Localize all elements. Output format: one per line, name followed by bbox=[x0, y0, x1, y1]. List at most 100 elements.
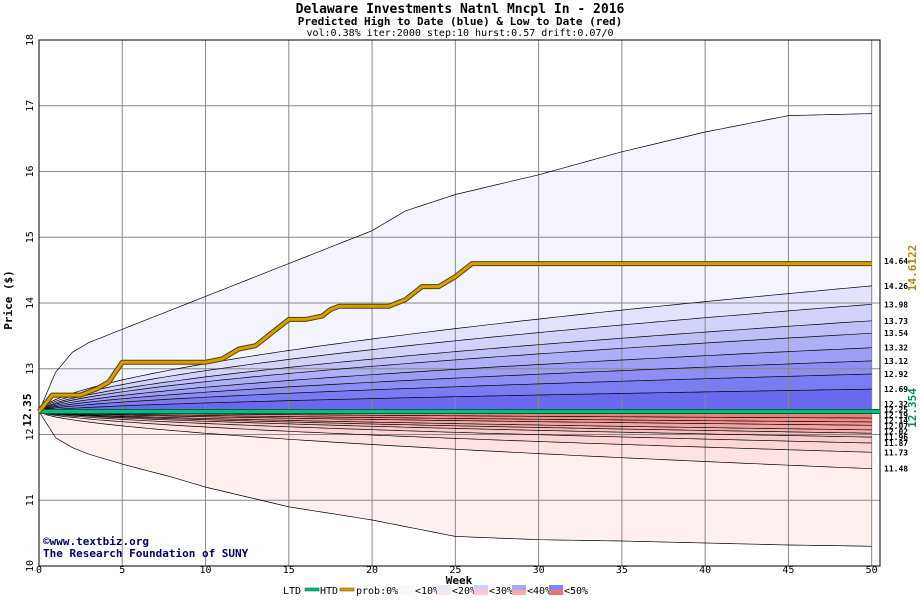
high-band-5 bbox=[39, 347, 872, 412]
low-end-label-2: 11.87 bbox=[884, 439, 908, 448]
low-boundary-2 bbox=[38, 411, 872, 453]
x-tick-label: 25 bbox=[449, 565, 461, 576]
y-tick-label: 14 bbox=[25, 297, 36, 309]
low-end-label-4: 12.02 bbox=[884, 428, 908, 437]
high-end-label-8: 12.69 bbox=[884, 385, 908, 394]
x-tick-label: 35 bbox=[616, 565, 628, 576]
low-end-label-5: 12.07 bbox=[884, 422, 908, 431]
x-tick-label: 50 bbox=[866, 565, 878, 576]
legend-band-label: <30% bbox=[489, 586, 513, 597]
legend-ltd-label: LTD bbox=[283, 586, 301, 597]
low-end-label-6: 12.14 bbox=[884, 417, 908, 426]
high-end-label-2: 13.98 bbox=[884, 300, 908, 309]
legend-band-high-swatch bbox=[400, 585, 414, 590]
y-tick-label: 18 bbox=[25, 34, 36, 46]
low-end-label-8: 12.25 bbox=[884, 406, 908, 415]
high-end-label-4: 13.54 bbox=[884, 329, 908, 338]
high-band-2 bbox=[39, 304, 872, 412]
high-boundary-1 bbox=[38, 285, 872, 412]
credit-line-2: The Research Foundation of SUNY bbox=[43, 547, 249, 560]
legend-band-low-swatch bbox=[437, 590, 451, 595]
y-tick-label: 16 bbox=[25, 165, 36, 177]
low-end-label-7: 12.19 bbox=[884, 411, 908, 420]
high-boundary-8 bbox=[38, 388, 872, 412]
high-end-label-5: 13.32 bbox=[884, 344, 908, 353]
y-tick-label: 17 bbox=[25, 100, 36, 112]
low-end-label-0: 11.48 bbox=[884, 465, 908, 474]
high-boundary-2 bbox=[38, 303, 872, 412]
low-boundary-4 bbox=[38, 411, 872, 438]
legend-band-label: <20% bbox=[452, 586, 476, 597]
htd-line bbox=[37, 262, 872, 413]
low-band-4 bbox=[39, 411, 872, 438]
legend-band-low-swatch bbox=[474, 590, 488, 595]
legend-band-label: <50% bbox=[564, 586, 588, 597]
low-band-5 bbox=[39, 411, 872, 434]
credit-line-1: ©www.textbiz.org bbox=[43, 535, 149, 548]
low-boundary-7 bbox=[38, 411, 872, 426]
low-boundary-3 bbox=[38, 411, 872, 444]
end-labels-layer: 14.64 14.26 13.98 13.73 13.54 13.32 13.12 12.92… bbox=[884, 257, 908, 474]
chart-params: vol:0.38% iter:2000 step:10 hurst:0.57 d… bbox=[306, 28, 613, 39]
chart-subtitle: Predicted High to Date (blue) & Low to D… bbox=[298, 15, 623, 28]
legend-htd-label: HTD bbox=[320, 586, 338, 597]
high-band-1 bbox=[39, 285, 872, 412]
x-tick-label: 15 bbox=[283, 565, 295, 576]
y-tick-label: 15 bbox=[25, 231, 36, 243]
high-end-label-7: 12.92 bbox=[884, 370, 908, 379]
htd-final-label: 14.6122 bbox=[906, 245, 919, 291]
ticks-layer: 0 5 10 15 20 25 30 35 40 45 50 10 11 12 13 14 15 16 17 18 bbox=[25, 34, 878, 576]
high-boundary-3 bbox=[38, 320, 872, 412]
low-boundary-5 bbox=[38, 411, 872, 434]
legend-band-low-swatch bbox=[512, 590, 526, 595]
legend-layer: LTD HTD prob:0% <10% <20% <30% <40% <50% bbox=[283, 585, 588, 597]
low-boundary-1 bbox=[38, 411, 872, 470]
high-end-label-0: 14.64 bbox=[884, 257, 908, 266]
chart-title: Delaware Investments Natnl Mncpl In - 20… bbox=[296, 2, 625, 17]
high-boundary-0 bbox=[38, 113, 872, 412]
high-end-label-3: 13.73 bbox=[884, 317, 908, 326]
low-end-label-9: 12.32 bbox=[884, 400, 908, 409]
grid-layer bbox=[38, 39, 881, 567]
high-boundary-4 bbox=[38, 332, 872, 412]
high-band-4 bbox=[39, 333, 872, 412]
low-band-7 bbox=[39, 411, 872, 426]
start-price-label: 12.35 bbox=[21, 393, 34, 426]
high-boundary-5 bbox=[38, 347, 872, 412]
high-end-label-6: 13.12 bbox=[884, 357, 908, 366]
high-boundary-6 bbox=[38, 360, 872, 412]
x-tick-label: 20 bbox=[366, 565, 378, 576]
legend-band-high-swatch bbox=[437, 585, 451, 590]
legend-ltd-swatch bbox=[304, 587, 320, 592]
x-tick-label: 40 bbox=[699, 565, 711, 576]
high-band-3 bbox=[39, 320, 872, 412]
high-end-label-1: 14.26 bbox=[884, 282, 908, 291]
legend-band-label: <10% bbox=[415, 586, 439, 597]
low-end-label-3: 11.96 bbox=[884, 433, 908, 442]
y-tick-label: 13 bbox=[25, 363, 36, 375]
final-price-label: 12.354 bbox=[906, 388, 919, 428]
low-boundary-0 bbox=[38, 411, 872, 547]
low-boundary-8 bbox=[38, 411, 872, 423]
legend-band-high-swatch bbox=[549, 585, 563, 590]
lines-layer bbox=[37, 113, 880, 547]
low-band-3 bbox=[39, 411, 872, 443]
x-tick-label: 0 bbox=[36, 565, 42, 576]
x-tick-label: 10 bbox=[200, 565, 212, 576]
legend-band-high-swatch bbox=[474, 585, 488, 590]
high-boundary-7 bbox=[38, 373, 872, 412]
low-boundary-6 bbox=[38, 411, 872, 431]
y-axis-label: Price ($) bbox=[2, 270, 15, 330]
plot-border bbox=[38, 39, 881, 567]
legend-band-high-swatch bbox=[512, 585, 526, 590]
low-end-label-1: 11.73 bbox=[884, 448, 908, 457]
legend-band-label: <40% bbox=[527, 586, 551, 597]
x-tick-label: 30 bbox=[533, 565, 545, 576]
low-band-2 bbox=[39, 411, 872, 453]
y-tick-label: 12 bbox=[25, 428, 36, 440]
x-tick-label: 5 bbox=[119, 565, 125, 576]
y-tick-label: 11 bbox=[25, 494, 36, 506]
x-tick-label: 45 bbox=[782, 565, 794, 576]
legend-band-low-swatch bbox=[400, 590, 414, 595]
